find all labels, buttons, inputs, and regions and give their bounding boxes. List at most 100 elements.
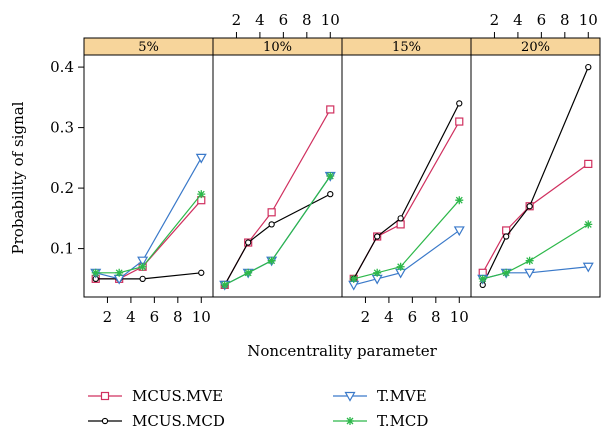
panel-4: 20% 2 4 6 8 10 (470, 11, 601, 298)
legend-marker (101, 417, 109, 425)
T.MCD-marker (478, 274, 487, 283)
series-T.MCD (478, 220, 593, 283)
legend: MCUS.MVE T.MVE MCUS.MCD T.MCD (88, 387, 428, 430)
panel-strip-label: 5% (138, 40, 159, 55)
x-tick-label: 10 (321, 11, 340, 29)
series-MCUS.MVE (478, 159, 593, 277)
MCUS.MVE-marker (396, 220, 405, 229)
x-tick-label: 8 (431, 308, 441, 326)
x-tick-label: 2 (361, 308, 371, 326)
panel-strip-label: 20% (521, 40, 550, 55)
x-tick-label: 2 (103, 308, 113, 326)
x-tick-label: 4 (255, 11, 265, 29)
series-T.MVE (90, 153, 207, 285)
x-tick-label: 4 (384, 308, 394, 326)
x-tick-label: 4 (513, 11, 523, 29)
x-tick-label: 10 (579, 11, 598, 29)
x-tick-label: 6 (279, 11, 289, 29)
T.MCD-marker (138, 262, 147, 271)
panel-frame (212, 54, 343, 298)
T.MVE-marker (582, 262, 594, 273)
series-MCUS.MCD (350, 100, 463, 282)
series-T.MCD (349, 196, 464, 283)
T.MVE-line (353, 229, 460, 286)
y-axis-title: Probability of signal (9, 101, 27, 254)
series-T.MCD (220, 172, 335, 289)
MCUS.MCD-line (482, 66, 589, 286)
series-T.MVE (348, 226, 465, 291)
panel-frame (470, 54, 601, 298)
T.MCD-marker (455, 196, 464, 205)
T.MVE-marker (453, 226, 465, 237)
panel-2: 10% 2 4 6 8 10 (212, 11, 343, 298)
T.MCD-marker (396, 262, 405, 271)
T.MCD-marker (326, 172, 335, 180)
MCUS.MCD-marker (526, 203, 533, 210)
MCUS.MVE-marker (584, 159, 593, 168)
T.MCD-marker (197, 190, 206, 199)
panel-3: 15% 2 4 6 8 10 (341, 37, 472, 326)
x-tick-label: 4 (126, 308, 136, 326)
series-MCUS.MVE (91, 196, 206, 283)
T.MCD-line (353, 199, 460, 280)
x-tick-label: 8 (302, 11, 312, 29)
MCUS.MVE-line (482, 163, 589, 274)
MCUS.MVE-marker (455, 117, 464, 126)
T.MCD-marker (349, 274, 358, 283)
x-tick-label: 8 (560, 11, 570, 29)
MCUS.MVE-marker (326, 105, 335, 114)
y-tick-label: 0.4 (50, 58, 74, 76)
MCUS.MCD-marker (374, 233, 381, 240)
T.MVE-line (482, 266, 589, 280)
MCUS.MVE-marker (267, 208, 276, 217)
x-tick-label: 6 (537, 11, 547, 29)
T.MCD-marker (584, 220, 593, 229)
legend-item: MCUS.MCD (88, 412, 225, 430)
legend-marker (100, 391, 110, 401)
panel-1: 5% 2 4 6 8 10 0.1 0.2 0.3 0.4 (50, 37, 214, 326)
series-T.MVE (219, 171, 336, 291)
y-tick-label: 0.3 (50, 119, 74, 137)
series-T.MCD (91, 190, 206, 277)
T.MCD-marker (373, 268, 382, 277)
y-tick-label: 0.1 (50, 240, 74, 258)
MCUS.MCD-line (224, 193, 331, 286)
legend-label: MCUS.MCD (132, 412, 225, 430)
MCUS.MCD-marker (397, 215, 404, 222)
MCUS.MCD-marker (245, 239, 252, 246)
series-T.MVE (477, 262, 594, 285)
T.MCD-line (95, 193, 202, 274)
legend-item: T.MVE (333, 387, 427, 405)
series-MCUS.MCD (479, 63, 592, 289)
x-tick-label: 10 (192, 308, 211, 326)
MCUS.MVE-line (224, 109, 331, 286)
legend-item: MCUS.MVE (88, 387, 223, 405)
T.MCD-marker (244, 268, 253, 277)
series-MCUS.MCD (221, 190, 334, 289)
y-tick-label: 0.2 (50, 179, 74, 197)
T.MCD-line (224, 175, 331, 286)
x-tick-label: 2 (490, 11, 500, 29)
T.MCD-marker (525, 256, 534, 265)
legend-marker (344, 391, 356, 402)
MCUS.MCD-marker (268, 221, 275, 228)
x-tick-label: 2 (232, 11, 242, 29)
T.MCD-marker (220, 280, 229, 289)
MCUS.MCD-marker (456, 100, 463, 107)
legend-marker (346, 417, 354, 425)
MCUS.MVE-line (353, 121, 460, 280)
T.MCD-line (482, 223, 589, 280)
MCUS.MCD-marker (503, 233, 510, 240)
MCUS.MCD-marker (139, 275, 146, 282)
x-tick-label: 10 (450, 308, 469, 326)
legend-item: T.MCD (333, 412, 428, 430)
panel-strip-label: 15% (392, 40, 421, 55)
legend-label: MCUS.MVE (132, 387, 223, 405)
MCUS.MCD-marker (585, 63, 592, 71)
MCUS.MCD-line (95, 272, 202, 280)
T.MVE-marker (524, 268, 536, 279)
T.MVE-marker (137, 256, 149, 267)
T.MVE-line (224, 175, 331, 286)
